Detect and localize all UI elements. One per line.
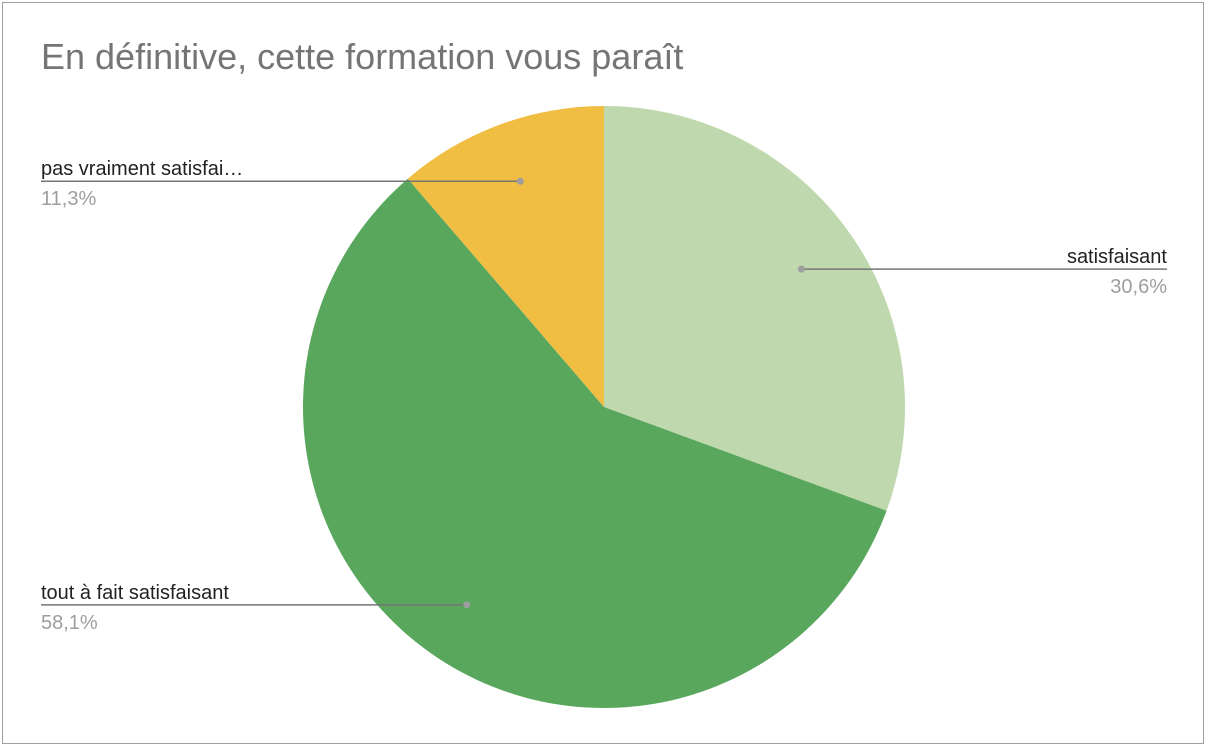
slice-label-pas-vraiment-satisfai: pas vraiment satisfai… — [41, 158, 243, 180]
slice-label-satisfaisant: satisfaisant — [1067, 246, 1167, 268]
pie-slice-tout-a-fait-satisfaisant — [303, 178, 887, 709]
slice-value-tout-a-fait-satisfaisant: 58,1% — [41, 612, 98, 634]
slice-value-satisfaisant: 30,6% — [1110, 276, 1167, 298]
slice-value-pas-vraiment-satisfai: 11,3% — [41, 188, 96, 210]
leader-dot-pas-vraiment-satisfai — [516, 177, 524, 185]
chart-title: En définitive, cette formation vous para… — [41, 36, 684, 77]
slice-label-tout-a-fait-satisfaisant: tout à fait satisfaisant — [41, 582, 229, 604]
leader-dot-tout-a-fait-satisfaisant — [463, 601, 471, 609]
leader-dot-satisfaisant — [797, 265, 805, 273]
pie-slice-satisfaisant — [604, 106, 905, 511]
